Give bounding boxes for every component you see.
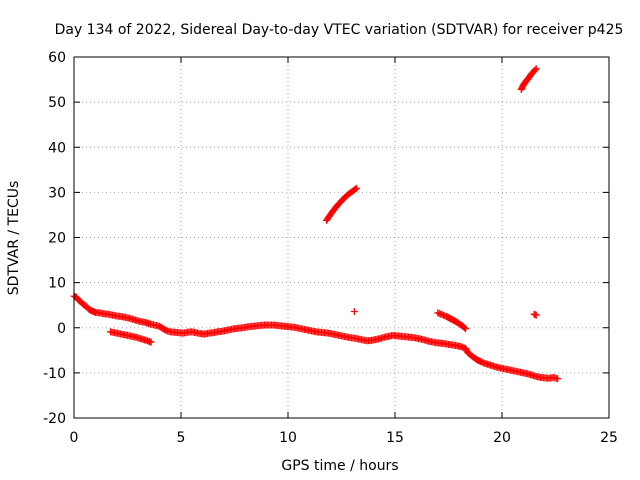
data-point bbox=[461, 324, 469, 332]
series-main bbox=[70, 292, 562, 383]
data-point bbox=[147, 338, 155, 346]
y-tick-label: 10 bbox=[48, 276, 66, 292]
x-tick-label: 5 bbox=[177, 430, 186, 446]
y-tick-label: 40 bbox=[48, 140, 66, 156]
x-tick-label: 20 bbox=[493, 430, 511, 446]
data-point bbox=[350, 308, 358, 316]
data-layer bbox=[70, 65, 562, 383]
grid-layer bbox=[74, 57, 609, 418]
data-point bbox=[531, 66, 539, 74]
ticks-layer: 0 5 10 15 20 25 -20 -10 0 10 20 30 40 50 60 bbox=[43, 50, 618, 446]
x-tick-label: 25 bbox=[600, 430, 618, 446]
series-arc-12h bbox=[323, 184, 360, 224]
y-tick-label: 0 bbox=[57, 321, 66, 337]
data-point bbox=[352, 184, 360, 192]
series-arc-17h bbox=[434, 309, 470, 333]
data-point bbox=[532, 65, 540, 73]
chart-title: Day 134 of 2022, Sidereal Day-to-day VTE… bbox=[55, 22, 624, 38]
x-tick-label: 15 bbox=[386, 430, 404, 446]
data-point bbox=[462, 325, 470, 333]
data-point bbox=[351, 185, 359, 193]
x-tick-label: 0 bbox=[70, 430, 79, 446]
data-point bbox=[532, 311, 540, 319]
data-point bbox=[554, 375, 562, 383]
y-tick-label: 60 bbox=[48, 50, 66, 66]
y-tick-label: -20 bbox=[43, 411, 66, 427]
y-tick-label: 20 bbox=[48, 231, 66, 247]
x-axis-label: GPS time / hours bbox=[281, 458, 398, 474]
y-tick-label: -10 bbox=[43, 366, 66, 382]
x-tick-label: 10 bbox=[279, 430, 297, 446]
y-axis-label: SDTVAR / TECUs bbox=[6, 181, 22, 296]
y-tick-label: 30 bbox=[48, 185, 66, 201]
series-lower-arc bbox=[106, 328, 155, 346]
series-arc-21h bbox=[517, 65, 540, 93]
y-tick-label: 50 bbox=[48, 95, 66, 111]
series-isolated bbox=[350, 308, 540, 319]
